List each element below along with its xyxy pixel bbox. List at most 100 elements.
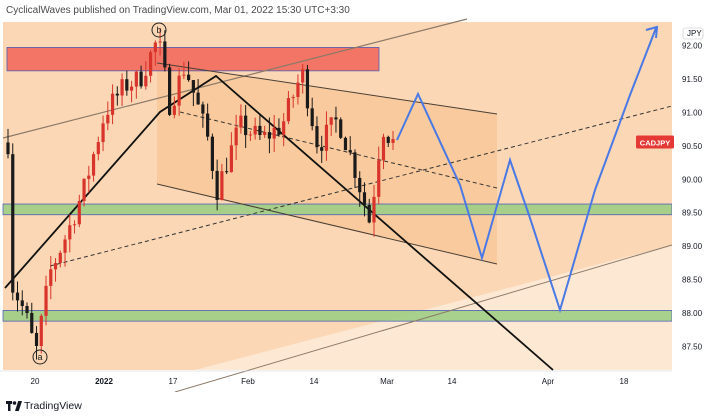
candle-body: [215, 170, 219, 200]
tradingview-logo-icon: [6, 401, 22, 411]
candle-body: [282, 121, 286, 135]
y-tick-label: 89.00: [682, 242, 703, 251]
candle-body: [291, 97, 295, 99]
candle-body: [163, 41, 167, 68]
candle-body: [15, 292, 20, 301]
y-tick-label: 90.50: [682, 142, 703, 151]
symbol-badge-label: CADJPY: [640, 138, 670, 147]
y-tick-label: 89.50: [682, 209, 703, 218]
candle-body: [39, 315, 43, 346]
candle-body: [44, 285, 48, 316]
currency-box: [682, 27, 704, 40]
candle-body: [258, 125, 262, 135]
x-tick-label: 14: [310, 377, 319, 386]
wave-label-b: b: [156, 25, 161, 35]
candle-body: [244, 115, 248, 136]
x-tick-label: 18: [620, 377, 629, 386]
candle-body: [125, 79, 129, 91]
candle-body: [353, 152, 357, 178]
x-tick-label: 20: [31, 377, 40, 386]
candle-body: [196, 92, 200, 105]
candle-body: [30, 313, 34, 333]
y-tick-label: 91.00: [682, 108, 703, 117]
y-tick-label: 88.00: [682, 309, 703, 318]
candle-body: [101, 123, 105, 143]
candle-body: [296, 82, 300, 98]
symbol-badge: [636, 135, 674, 149]
candle-body: [177, 75, 181, 106]
publisher-text: CyclicalWaves published on TradingView.c…: [6, 5, 350, 16]
candle-body: [53, 262, 58, 270]
candle-body: [139, 71, 143, 87]
projection-path: [396, 27, 657, 314]
candle-body: [158, 41, 162, 43]
dashed-mid: [179, 111, 498, 189]
candle-body: [172, 105, 176, 115]
candle-body: [106, 114, 110, 124]
candle-body: [11, 154, 15, 293]
candle-body: [391, 139, 395, 143]
lower-trendline: [174, 244, 673, 392]
candle-body: [329, 117, 333, 125]
candle-body: [206, 113, 210, 137]
candle-body: [115, 93, 119, 96]
candle-body: [91, 154, 96, 176]
wave-label-circle: [151, 22, 167, 38]
candle-body: [201, 104, 205, 114]
zone-support-upper: [2, 203, 673, 216]
chart-canvas[interactable]: b a JPY 92.00 91.50 91.00 90.50 90.00 89.50 89.0…: [0, 0, 720, 392]
y-tick-label: 90.00: [682, 175, 703, 184]
candle-body: [334, 117, 338, 120]
candle-body: [229, 145, 233, 173]
candle-body: [110, 93, 115, 115]
candle-body: [315, 126, 319, 148]
candle-body: [377, 160, 381, 197]
y-tick-label: 91.50: [682, 75, 703, 84]
candle-body: [234, 127, 238, 146]
x-tick-label: 17: [169, 377, 178, 386]
candle-body: [225, 171, 229, 173]
candle-body: [129, 86, 134, 91]
x-tick-label: 14: [448, 377, 457, 386]
candle-body: [310, 108, 314, 127]
candle-body: [148, 52, 153, 76]
upper-trendline: [2, 18, 468, 139]
x-tick-label: Apr: [542, 377, 555, 386]
channel-top-line: [156, 62, 498, 115]
candle-body: [367, 204, 371, 223]
candle-body: [87, 175, 91, 179]
candle-body: [77, 201, 81, 225]
candle-body: [305, 69, 310, 109]
candle-body: [210, 136, 214, 171]
candle-body: [63, 239, 67, 253]
candle-body: [191, 80, 195, 93]
candle-body: [253, 125, 257, 135]
y-tick-label: 92.00: [682, 41, 703, 50]
candle-body: [58, 252, 62, 263]
channel-bottom-line: [156, 183, 498, 265]
candle-body: [120, 79, 124, 96]
candle-body: [134, 71, 138, 87]
footer: TradingView: [0, 392, 720, 419]
candle-body: [82, 178, 86, 202]
candle-body: [20, 300, 24, 306]
candle-body: [348, 150, 352, 153]
candle-body: [277, 127, 281, 135]
price-axis: [672, 0, 720, 392]
zone-support-lower: [2, 310, 673, 322]
x-tick-label: 2022: [95, 377, 113, 386]
zone-resistance: [6, 47, 380, 72]
candle-body: [372, 196, 376, 223]
candle-body: [386, 136, 390, 143]
candle-body: [153, 42, 157, 53]
candle-body: [144, 75, 148, 87]
candle-body: [25, 305, 29, 314]
candle-body: [187, 74, 191, 81]
candle-body: [343, 137, 348, 151]
dashed-trend: [49, 105, 673, 267]
wave-label-a: a: [37, 352, 42, 362]
projection-arrowhead: [645, 25, 659, 39]
candle-body: [263, 132, 267, 135]
candle-body: [6, 142, 10, 155]
candle-body: [168, 67, 172, 115]
